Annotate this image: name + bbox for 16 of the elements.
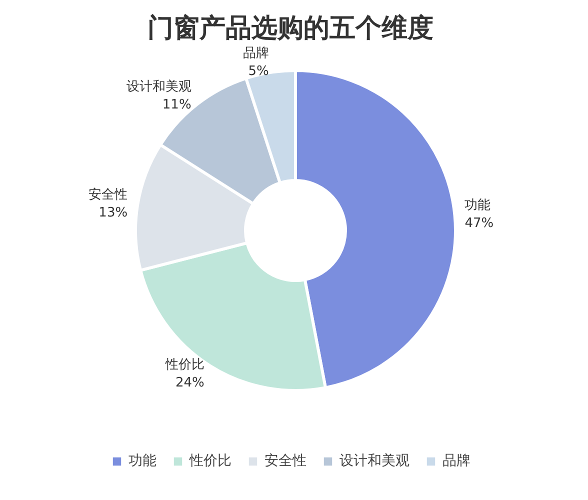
legend-label: 设计和美观 (340, 452, 410, 470)
slice-label: 设计和美观 (126, 78, 192, 95)
legend-label: 安全性 (264, 452, 306, 470)
data-label: 13% (98, 205, 128, 220)
legend-label: 功能 (128, 452, 156, 470)
legend-label: 性价比 (190, 452, 232, 470)
slice-label: 性价比 (164, 358, 204, 373)
slice-label: 品牌 (242, 46, 269, 62)
data-label: 24% (176, 376, 204, 391)
legend-label: 品牌 (442, 452, 470, 470)
chart-title: 门窗产品选购的五个维度 (148, 14, 434, 44)
data-label: 5% (248, 64, 269, 80)
data-label: 11% (162, 98, 192, 113)
slice-label: 功能 (464, 198, 491, 213)
slice-label: 安全性 (88, 186, 128, 202)
data-label: 47% (464, 216, 494, 231)
